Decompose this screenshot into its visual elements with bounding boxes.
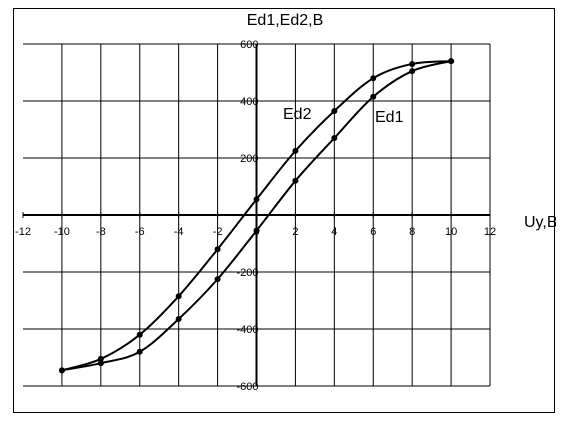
series-group xyxy=(58,58,455,374)
data-point-ed1 xyxy=(253,227,260,234)
y-tick-label: -200 xyxy=(236,267,258,279)
x-tick-label: 4 xyxy=(331,226,337,238)
data-point-ed1 xyxy=(214,276,221,283)
x-tick-label: -8 xyxy=(96,226,106,238)
series-label-ed1: Ed1 xyxy=(375,109,404,126)
data-point-ed2 xyxy=(409,60,416,67)
data-point-ed1 xyxy=(97,360,104,367)
x-axis-label: Uy,B xyxy=(524,214,556,231)
axes xyxy=(22,44,491,386)
data-point-ed1 xyxy=(175,316,182,323)
data-point-ed1 xyxy=(136,348,143,355)
y-tick-label: 600 xyxy=(240,39,258,51)
data-point-ed1 xyxy=(370,93,377,100)
x-tick-label: -4 xyxy=(174,226,184,238)
tick-labels: -12 -10 -8 -6 -4 -2 0 2 4 6 8 10 12 -600 -400 -200 200 40… xyxy=(15,39,496,393)
x-tick-label: 12 xyxy=(484,226,496,238)
x-tick-label: 2 xyxy=(292,226,298,238)
data-point-ed2 xyxy=(253,196,260,203)
data-point-ed2 xyxy=(448,58,455,65)
y-tick-label: -600 xyxy=(236,381,258,393)
x-tick-label: -10 xyxy=(54,226,70,238)
data-point-ed2 xyxy=(136,331,143,338)
x-tick-label: -12 xyxy=(15,226,31,238)
x-tick-label: 6 xyxy=(370,226,376,238)
data-point-ed1 xyxy=(292,177,299,184)
data-point-ed2 xyxy=(58,367,65,374)
data-point-ed2 xyxy=(175,293,182,300)
data-point-ed2 xyxy=(331,107,338,114)
series-label-ed2: Ed2 xyxy=(283,106,312,123)
chart-svg: -12 -10 -8 -6 -4 -2 0 2 4 6 8 10 12 -600 -400 -200 200 40… xyxy=(15,12,556,393)
data-point-ed2 xyxy=(370,75,377,82)
y-tick-label: -400 xyxy=(236,324,258,336)
x-tick-label: 10 xyxy=(445,226,457,238)
y-tick-label: 200 xyxy=(240,153,258,165)
y-tick-label: 400 xyxy=(240,96,258,108)
x-tick-label: -6 xyxy=(135,226,145,238)
x-tick-label: 0 xyxy=(253,226,259,238)
data-point-ed1 xyxy=(331,135,338,142)
data-point-ed2 xyxy=(292,147,299,154)
x-tick-label: -2 xyxy=(213,226,223,238)
data-point-ed2 xyxy=(214,246,221,253)
x-tick-label: 8 xyxy=(409,226,415,238)
chart-title: Ed1,Ed2,B xyxy=(247,12,324,29)
data-point-ed2 xyxy=(97,355,104,362)
chart-frame: -12 -10 -8 -6 -4 -2 0 2 4 6 8 10 12 -600 -400 -200 200 40… xyxy=(13,8,556,413)
data-point-ed1 xyxy=(409,68,416,75)
